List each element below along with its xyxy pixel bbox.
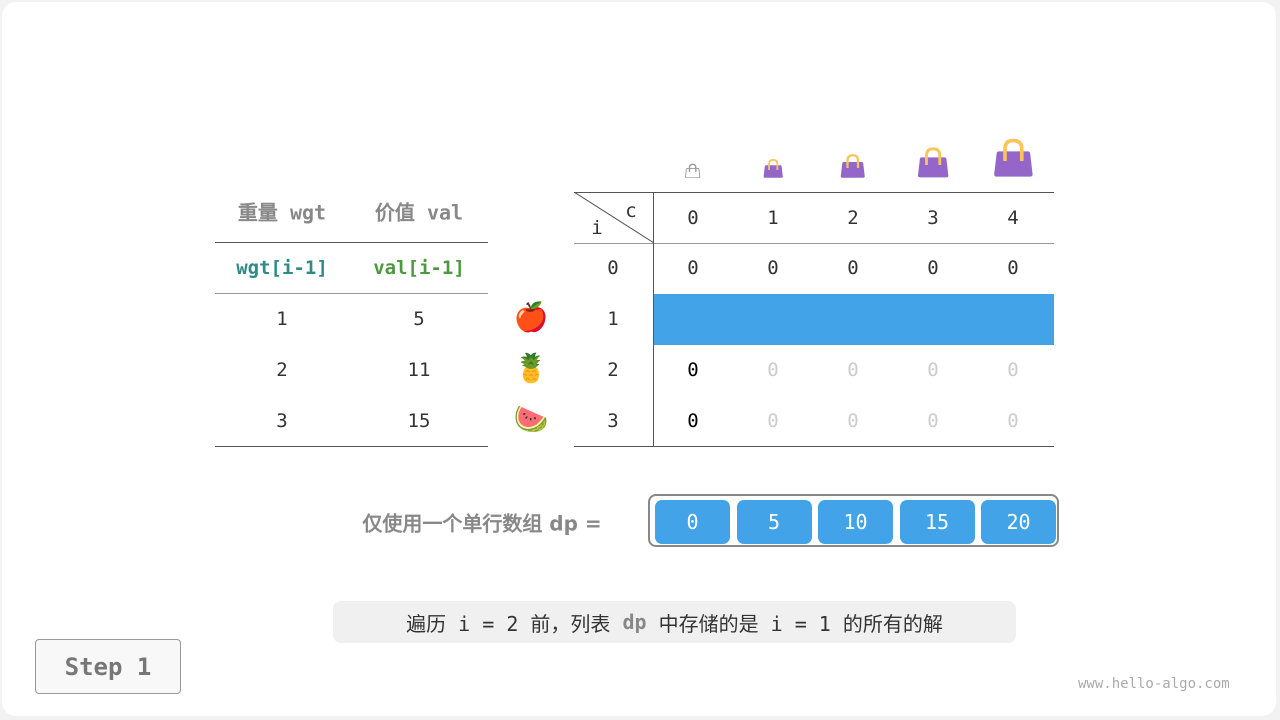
bag-icon: [993, 138, 1033, 177]
capacity-header: 2: [847, 207, 859, 229]
val-cell: 5: [413, 308, 425, 330]
subheader-wgt: wgt[i-1]: [236, 257, 328, 279]
dp-array-cell: 0: [655, 500, 730, 544]
capacity-header: 3: [927, 207, 939, 229]
pineapple-icon: 🍍: [513, 352, 549, 384]
watermark: www.hello-algo.com: [1078, 676, 1230, 692]
dp-array-cell: 20: [981, 500, 1056, 544]
dp-array-cell: 10: [818, 500, 893, 544]
dp-cell: 0: [1007, 257, 1019, 279]
dp-cell: 0: [687, 410, 699, 432]
dp-cell: 0: [927, 257, 939, 279]
dp-array: [648, 494, 1059, 547]
bag-icon: [917, 147, 949, 178]
wgt-cell: 3: [276, 410, 288, 432]
dp-cell: 0: [767, 359, 779, 381]
dp-cell: 0: [687, 257, 699, 279]
row-label: 3: [607, 410, 619, 432]
dp-array-cell: 5: [736, 500, 812, 544]
header-val: 价值 val: [374, 200, 464, 225]
dp-cell: 0: [1007, 410, 1019, 432]
capacity-header: 1: [767, 207, 779, 229]
watermelon-icon: 🍉: [513, 403, 549, 435]
caption: 遍历 i = 2 前，列表 dp 中存储的是 i = 1 的所有的解: [333, 601, 1016, 643]
highlight-row: [654, 294, 1054, 345]
dp-cell: 0: [767, 410, 779, 432]
dp-cell: 0: [687, 359, 699, 381]
wgt-cell: 1: [276, 308, 288, 330]
capacity-header: 0: [687, 207, 699, 229]
dp-cell: 0: [927, 359, 939, 381]
dp-array-label: 仅使用一个单行数组 dp =: [362, 511, 602, 536]
wgt-cell: 2: [276, 359, 288, 381]
val-cell: 15: [407, 410, 431, 432]
corner-i: i: [591, 217, 603, 239]
dp-cell: 0: [927, 410, 939, 432]
dp-cell: 0: [847, 257, 859, 279]
bag-icon: [685, 163, 701, 178]
capacity-header: 4: [1007, 207, 1019, 229]
dp-cell: 0: [1007, 359, 1019, 381]
apple-icon: 🍎: [513, 301, 549, 333]
corner-c: c: [625, 200, 637, 222]
subheader-val: val[i-1]: [373, 257, 465, 279]
dp-array-cell: 15: [899, 500, 975, 544]
step-button[interactable]: Step 1: [35, 639, 181, 694]
val-cell: 11: [407, 359, 431, 381]
bag-icon: [841, 153, 865, 178]
dp-cell: 0: [767, 257, 779, 279]
header-wgt: 重量 wgt: [237, 200, 327, 225]
corner-diagonal: [574, 192, 654, 244]
row-label: 1: [607, 308, 619, 330]
row-label: 0: [607, 257, 619, 279]
bag-icon: [763, 158, 783, 178]
dp-cell: 0: [847, 359, 859, 381]
row-label: 2: [607, 359, 619, 381]
dp-cell: 0: [847, 410, 859, 432]
